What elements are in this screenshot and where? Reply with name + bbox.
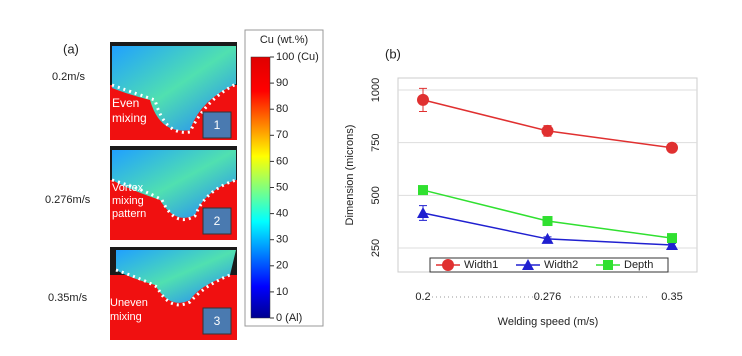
panel-text: Vortex mixing pattern [112, 182, 147, 220]
colorbar-tick-label: 60 [276, 155, 288, 167]
x-axis-label: Welding speed (m/s) [498, 316, 599, 328]
legend-marker [442, 259, 454, 271]
panel-number: 2 [214, 214, 221, 228]
legend-marker [522, 259, 534, 270]
colorbar-tick-label: 30 [276, 234, 288, 246]
marker [541, 232, 554, 244]
panel-number: 1 [214, 118, 221, 132]
panel-text: Even mixing [112, 96, 147, 125]
colorbar-tick-label: 10 [276, 286, 288, 298]
panel-label: (b) [385, 46, 401, 61]
marker [541, 124, 554, 137]
legend-marker [603, 260, 613, 270]
speed-label: 0.2m/s [52, 71, 86, 83]
marker [418, 185, 428, 196]
x-tick-label: 0.276 [534, 291, 562, 303]
y-tick-label: 750 [370, 133, 382, 151]
colorbar-tick-label: 50 [276, 181, 288, 193]
panel-number: 3 [214, 314, 221, 328]
colorbar-tick-label: 90 [276, 77, 288, 89]
legend: Width1 Width2 Depth [429, 257, 669, 273]
series-line [422, 189, 673, 239]
micrograph: 1 Even mixing [110, 42, 237, 140]
panel-label: (a) [63, 41, 79, 56]
colorbar-tick-label: 100 (Cu) [276, 51, 319, 63]
y-tick-label: 500 [370, 186, 382, 204]
panel-text: Vortex mixing pattern [112, 182, 147, 220]
colorbar-tick-label: 70 [276, 129, 288, 141]
colorbar [250, 56, 271, 319]
marker [542, 216, 553, 227]
y-tick-label: 1000 [370, 78, 382, 102]
micrograph: 2 Vortex mixing pattern [110, 146, 237, 240]
legend-label: Width2 [544, 259, 578, 271]
speed-label: 0.35m/s [48, 292, 88, 304]
legend-label: Width1 [464, 259, 498, 271]
marker [666, 141, 678, 154]
y-tick-label: 250 [370, 239, 382, 257]
colorbar-tick-label: 40 [276, 208, 288, 220]
colorbar-tick-label: 0 (Al) [276, 312, 302, 324]
y-axis-label: Dimension (microns) [344, 125, 356, 226]
panel-text: Uneven mixing [110, 297, 148, 323]
speed-label: 0.276m/s [45, 194, 91, 206]
colorbar-title: Cu (wt.%) [260, 34, 308, 46]
series-line [422, 99, 673, 149]
colorbar-tick-label: 20 [276, 260, 288, 272]
legend-label: Depth [624, 259, 653, 271]
marker [667, 233, 677, 244]
micrograph: 3 Uneven mixing [110, 247, 237, 340]
x-tick-label: 0.35 [661, 291, 682, 303]
panel-text: Even mixing [112, 96, 147, 125]
colorbar-tick-label: 80 [276, 103, 288, 115]
panel-text: Uneven mixing [110, 297, 148, 323]
x-tick-label: 0.2 [415, 291, 430, 303]
marker [417, 207, 429, 219]
marker [666, 239, 678, 251]
marker [417, 93, 429, 106]
